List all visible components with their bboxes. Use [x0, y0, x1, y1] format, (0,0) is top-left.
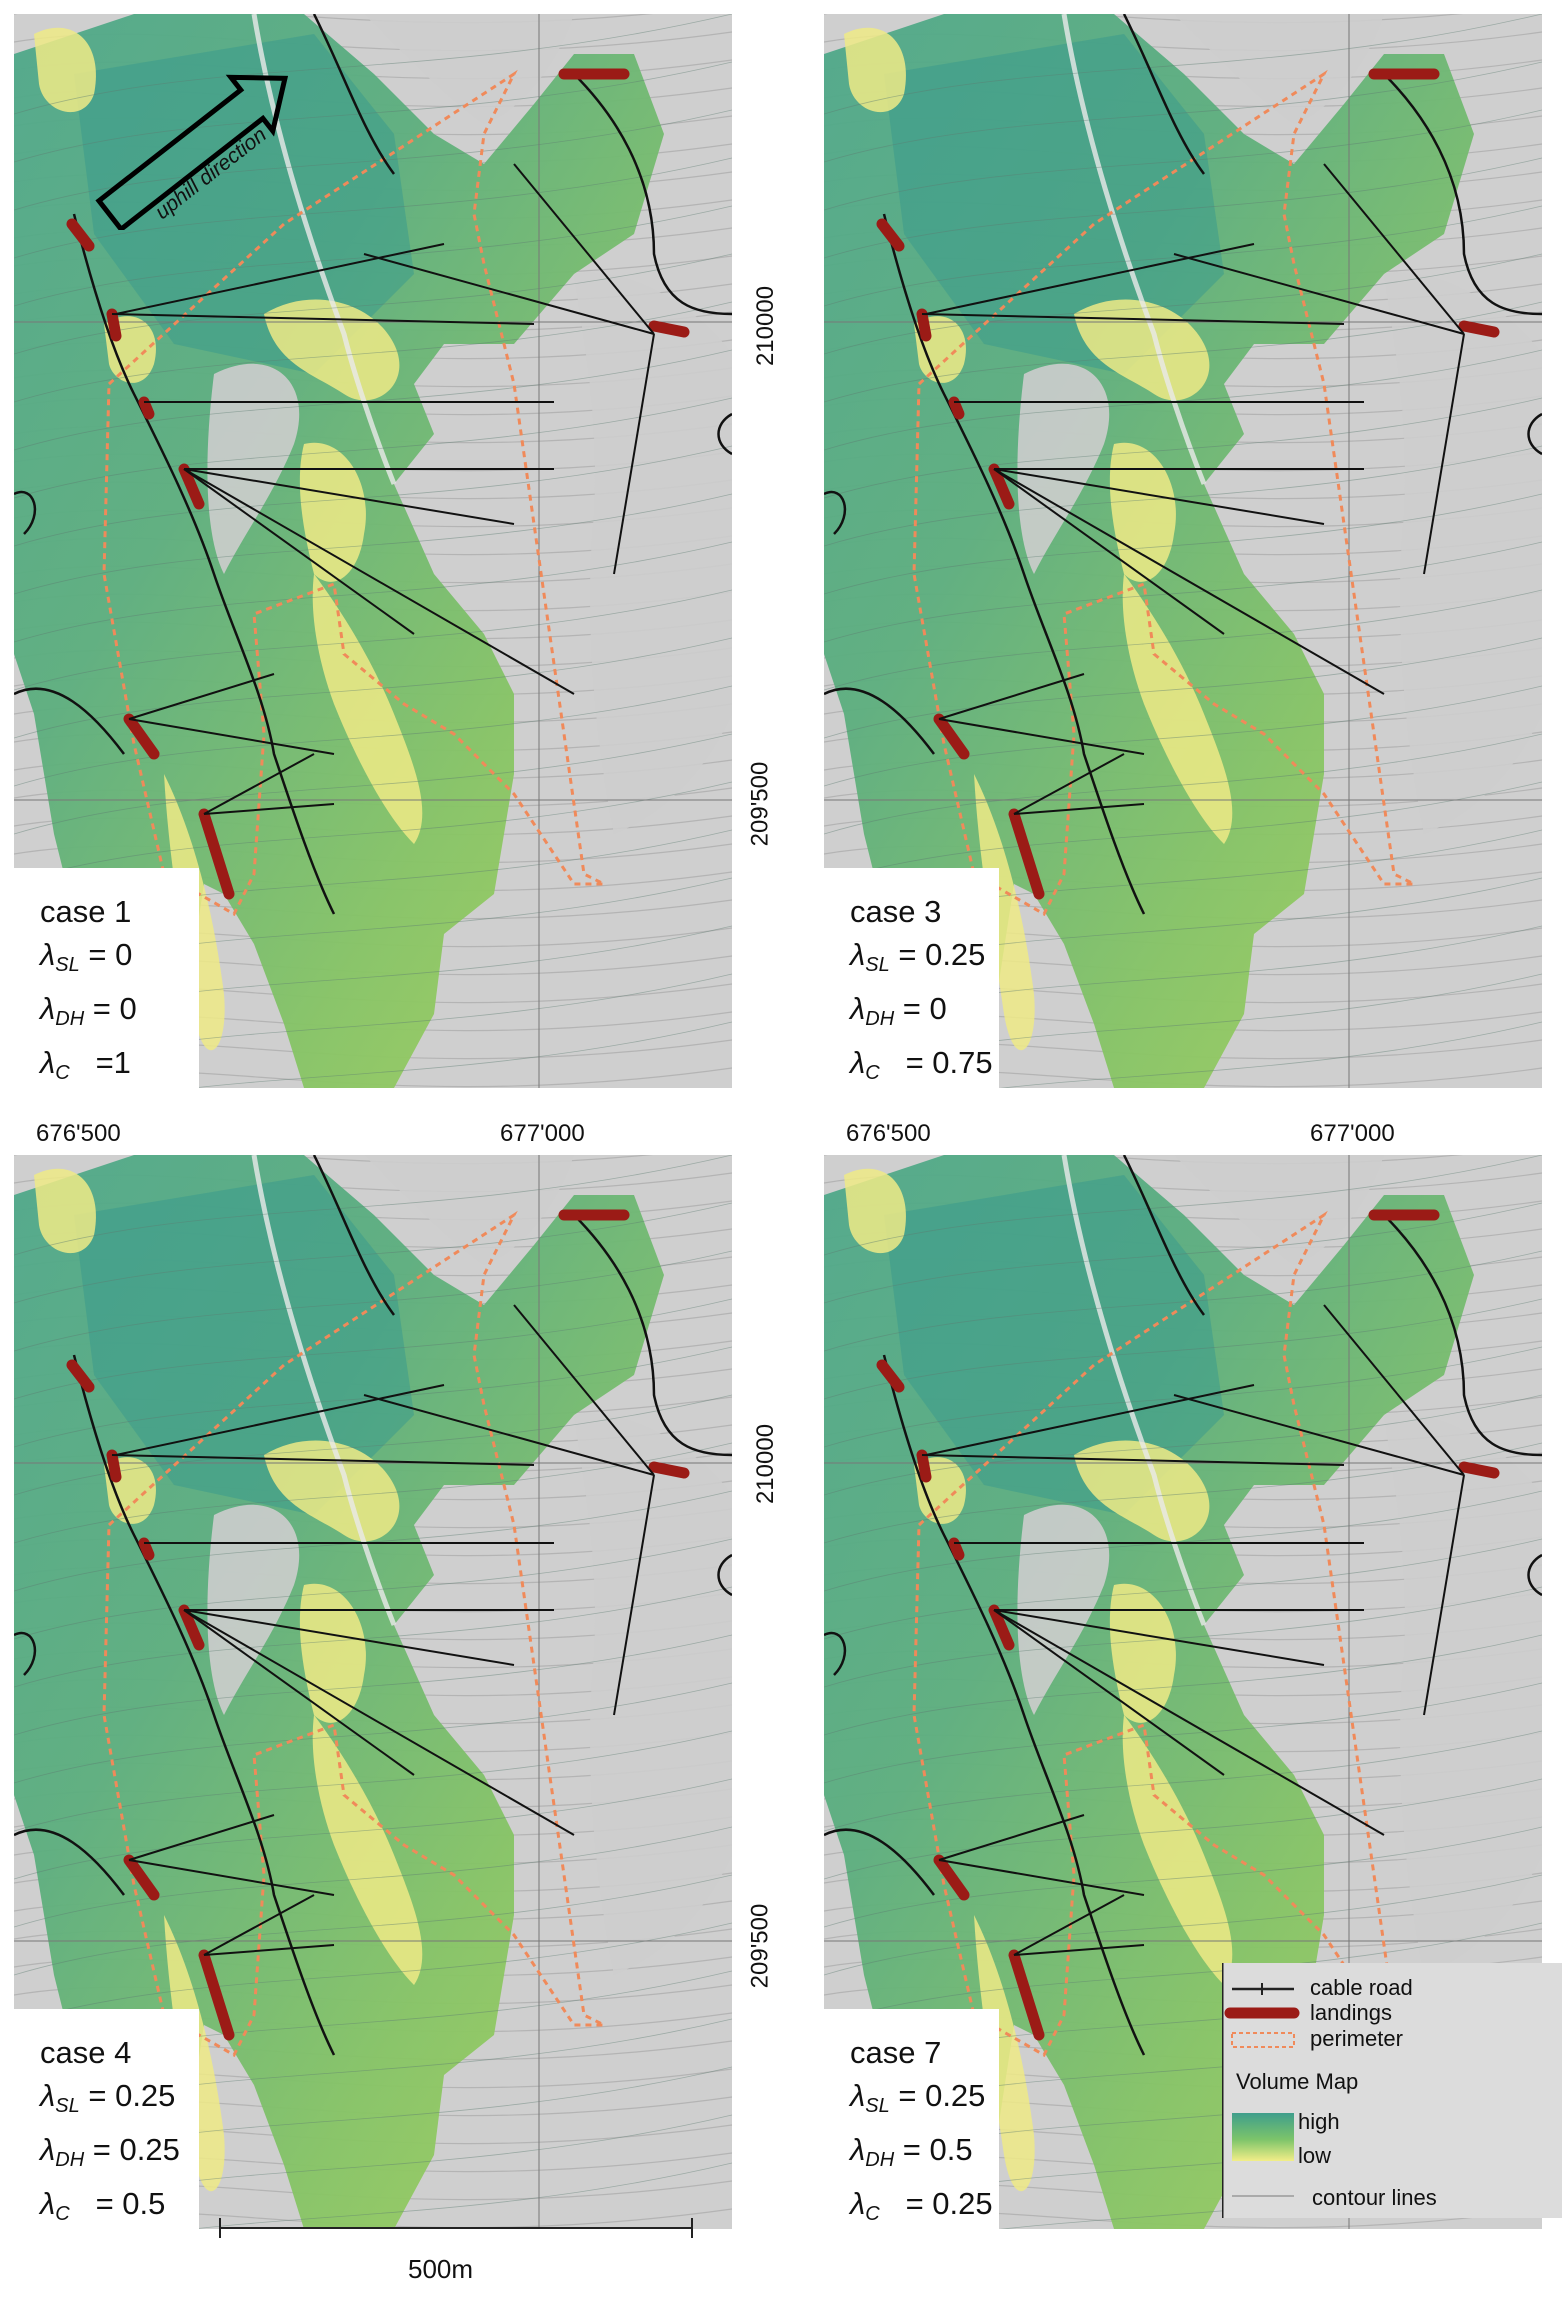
y-coord-210000-bottom: 210000	[752, 1423, 780, 1505]
case-1-lambda-sl: λSL = 0	[40, 937, 133, 976]
case-4-title: case 4	[40, 2035, 132, 2070]
case-3-lambda-c: λC = 0.75	[850, 1045, 993, 1084]
map-legend: cable road landings perimeter Volume Map…	[1222, 1963, 1562, 2218]
case-1-lambda-c: λC =1	[40, 1045, 131, 1084]
map-panel-case-1	[14, 14, 732, 1088]
case-4-label-box: case 4 λSL = 0.25 λDH = 0.25 λC = 0.5	[14, 2009, 199, 2229]
uphill-arrow-icon: uphill direction	[95, 74, 289, 230]
legend-cable-road-label: cable road	[1310, 1975, 1413, 2000]
legend-high-label: high	[1298, 2109, 1340, 2134]
case-3-label-box: case 3 λSL = 0.25 λDH = 0 λC = 0.75	[824, 868, 999, 1088]
case-4-lambda-dh: λDH = 0.25	[40, 2132, 180, 2171]
x-coord-677000-right: 677'000	[1310, 1120, 1395, 1147]
x-coord-677000-left: 677'000	[500, 1120, 585, 1147]
scale-bar-label: 500m	[408, 2254, 474, 2284]
y-coord-210000-top: 210000	[752, 285, 780, 367]
case-7-lambda-dh: λDH = 0.5	[850, 2132, 973, 2171]
case-1-label-box: case 1 λSL = 0 λDH = 0 λC =1	[14, 868, 199, 1088]
case-3-title: case 3	[850, 894, 942, 929]
legend-low-label: low	[1298, 2143, 1332, 2168]
terrain-map	[14, 14, 732, 1088]
x-coord-676500-right: 676'500	[846, 1120, 931, 1147]
case-7-lambda-sl: λSL = 0.25	[850, 2078, 986, 2117]
legend-perimeter-label: perimeter	[1310, 2026, 1403, 2051]
y-coord-209500-top: 209'500	[746, 761, 774, 847]
x-coord-676500-left: 676'500	[36, 1120, 121, 1147]
case-4-lambda-sl: λSL = 0.25	[40, 2078, 176, 2117]
case-3-lambda-dh: λDH = 0	[850, 991, 947, 1030]
case-7-title: case 7	[850, 2035, 942, 2070]
case-4-lambda-c: λC = 0.5	[40, 2186, 166, 2225]
case-3-lambda-sl: λSL = 0.25	[850, 937, 986, 976]
legend-contour-label: contour lines	[1312, 2185, 1437, 2210]
case-7-lambda-c: λC = 0.25	[850, 2186, 993, 2225]
uphill-direction-label: uphill direction	[151, 123, 271, 224]
scale-bar: 500m	[218, 2210, 694, 2300]
legend-landings-label: landings	[1310, 2000, 1392, 2025]
case-1-title: case 1	[40, 894, 132, 929]
case-1-lambda-dh: λDH = 0	[40, 991, 137, 1030]
y-coord-209500-bottom: 209'500	[746, 1903, 774, 1989]
case-7-label-box: case 7 λSL = 0.25 λDH = 0.5 λC = 0.25	[824, 2009, 999, 2229]
legend-volume-map-title: Volume Map	[1236, 2069, 1359, 2094]
